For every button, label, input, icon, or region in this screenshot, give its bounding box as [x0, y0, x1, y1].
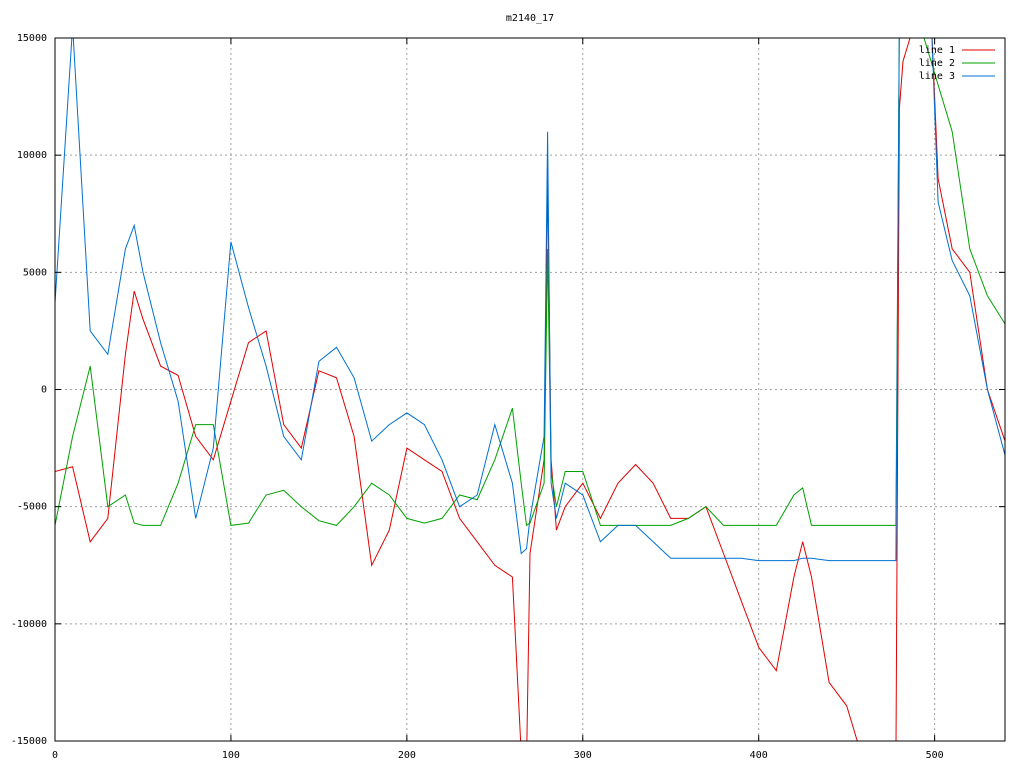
data-line: [55, 38, 1005, 527]
x-tick-label: 400: [750, 750, 768, 761]
legend-label: line 2: [919, 58, 955, 69]
y-tick-label: 10000: [17, 150, 47, 161]
plot-border: [54, 37, 1006, 742]
x-tick-label: 200: [398, 750, 416, 761]
y-tick-label: -15000: [11, 736, 47, 747]
data-line: [55, 38, 1005, 562]
x-tick-label: 300: [574, 750, 592, 761]
data-line: [55, 38, 1005, 741]
legend-label: line 1: [919, 45, 955, 56]
y-tick-label: 15000: [17, 33, 47, 44]
y-tick-label: -5000: [17, 502, 47, 513]
y-tick-label: 5000: [23, 267, 47, 278]
axes: -15000 -10000 -5000 0 5000 10000 15000 0 100 200 3…: [11, 33, 1005, 761]
x-tick-label: 500: [926, 750, 944, 761]
grid: [54, 37, 1005, 742]
x-tick-label: 100: [222, 750, 240, 761]
x-tick-label: 0: [52, 750, 58, 761]
plot-area: [55, 38, 1005, 741]
y-tick-label: 0: [41, 385, 47, 396]
legend-label: line 3: [919, 71, 955, 82]
y-tick-label: -10000: [11, 619, 47, 630]
chart-title: m2140_17: [506, 13, 554, 24]
